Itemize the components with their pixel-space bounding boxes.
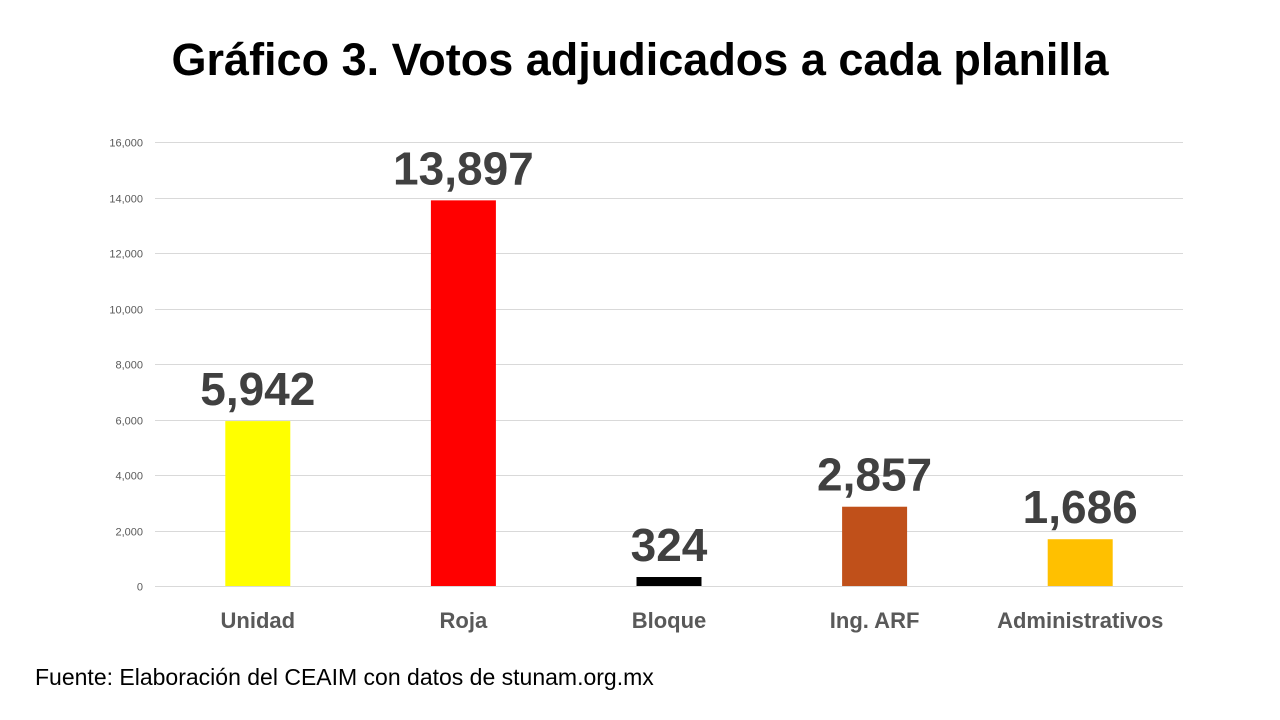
gridlines bbox=[155, 142, 1183, 587]
x-tick-label: Unidad bbox=[221, 608, 296, 633]
bar-administrativos bbox=[1047, 539, 1113, 586]
y-tick-label: 12,000 bbox=[109, 249, 143, 261]
chart-title: Gráfico 3. Votos adjudicados a cada plan… bbox=[171, 34, 1109, 85]
x-axis-labels: Unidad Roja Bloque Ing. ARF Administrativos bbox=[221, 608, 1164, 633]
bar-bloque bbox=[636, 577, 702, 586]
y-tick-label: 2,000 bbox=[115, 527, 143, 539]
y-tick-label: 10,000 bbox=[109, 305, 143, 317]
y-tick-label: 0 bbox=[137, 582, 143, 594]
y-tick-label: 14,000 bbox=[109, 194, 143, 206]
x-tick-label: Bloque bbox=[632, 608, 707, 633]
source-note: Fuente: Elaboración del CEAIM con datos … bbox=[35, 664, 654, 690]
bars bbox=[225, 200, 1113, 586]
data-label: 5,942 bbox=[200, 363, 315, 415]
y-tick-label: 6,000 bbox=[115, 416, 143, 428]
data-label: 1,686 bbox=[1023, 481, 1138, 533]
x-tick-label: Roja bbox=[440, 608, 488, 633]
x-tick-label: Administrativos bbox=[997, 608, 1163, 633]
y-tick-label: 4,000 bbox=[115, 471, 143, 483]
data-label: 324 bbox=[631, 519, 708, 571]
y-tick-label: 8,000 bbox=[115, 360, 143, 372]
bar-unidad bbox=[225, 421, 291, 586]
data-labels: 5,942 13,897 324 2,857 1,686 bbox=[200, 142, 1138, 571]
y-tick-label: 16,000 bbox=[109, 138, 143, 150]
x-tick-label: Ing. ARF bbox=[830, 608, 920, 633]
bar-ing-arf bbox=[842, 506, 908, 586]
data-label: 13,897 bbox=[393, 142, 534, 194]
data-label: 2,857 bbox=[817, 449, 932, 501]
bar-roja bbox=[430, 200, 496, 586]
y-axis-ticks: 0 2,000 4,000 6,000 8,000 10,000 12,000 14,000 1… bbox=[109, 138, 143, 594]
